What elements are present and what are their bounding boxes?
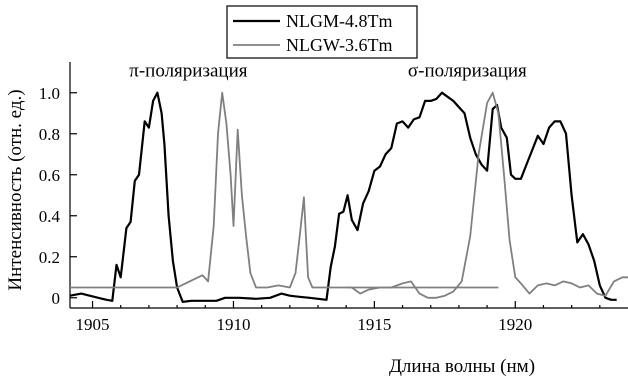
legend-box	[226, 5, 418, 59]
x-tick-label: 1905	[76, 315, 110, 334]
polarization-label: σ-поляризация	[408, 60, 527, 81]
x-tick-label: 1915	[357, 315, 391, 334]
y-tick-label: 1.0	[39, 84, 60, 103]
polarization-label: π-поляризация	[129, 60, 248, 81]
axes: 1905 1910 1915 1920 0 0.2 0.4 0.6 0.8 1.0	[39, 62, 628, 334]
series-line	[69, 91, 617, 303]
annotations: π-поляризация σ-поляризация	[129, 60, 527, 81]
x-axis-title: Длина волны (нм)	[389, 356, 535, 377]
y-tick-label: 0.4	[39, 207, 61, 226]
x-tick-label: 1910	[216, 315, 250, 334]
series-line	[70, 91, 628, 299]
legend-label: NLGM-4.8Tm	[286, 11, 393, 31]
legend: NLGM-4.8Tm NLGW-3.6Tm	[226, 5, 418, 59]
legend-label: NLGW-3.6Tm	[286, 35, 392, 55]
y-tick-label: 0.8	[39, 125, 60, 144]
x-tick-label: 1920	[498, 315, 532, 334]
y-tick-label: 0.6	[39, 166, 60, 185]
series-layer	[69, 91, 628, 303]
y-tick-label: 0	[52, 289, 61, 308]
y-tick-label: 0.2	[39, 248, 60, 267]
y-axis-title: Интенсивность (отн. ед.)	[5, 89, 26, 290]
